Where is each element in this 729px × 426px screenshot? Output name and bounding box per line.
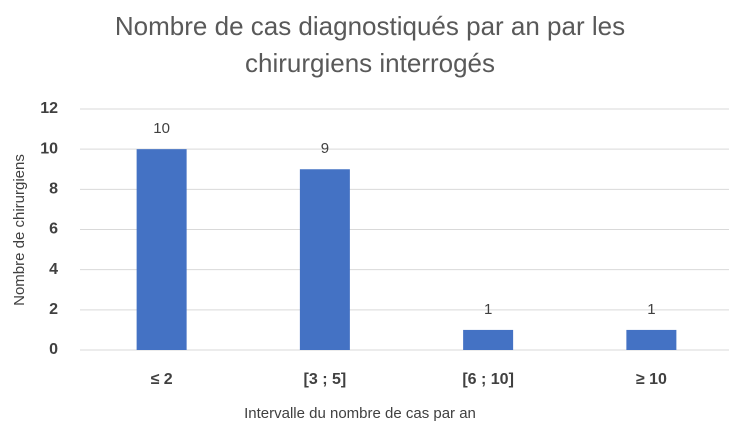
data-label: 1 <box>647 301 655 318</box>
y-axis-label: Nombre de chirurgiens <box>11 154 28 306</box>
chart-title: Nombre de cas diagnostiqués par an par l… <box>114 11 626 78</box>
bar <box>136 149 187 350</box>
y-tick-label: 4 <box>49 261 58 278</box>
data-label: 10 <box>153 120 170 137</box>
x-tick-label: [3 ; 5] <box>304 371 347 388</box>
x-tick-label: [6 ; 10] <box>462 371 514 388</box>
y-tick-label: 12 <box>40 100 58 117</box>
x-tick-label: ≥ 10 <box>636 371 667 388</box>
y-tick-label: 6 <box>49 221 58 238</box>
bar <box>463 329 514 350</box>
data-label: 9 <box>321 140 329 157</box>
y-tick-label: 10 <box>40 140 58 157</box>
data-label: 1 <box>484 301 492 318</box>
x-tick-label: ≤ 2 <box>151 371 173 388</box>
bar <box>299 169 350 350</box>
y-tick-label: 8 <box>49 181 58 198</box>
bar <box>626 329 677 350</box>
y-tick-label: 2 <box>49 301 58 318</box>
y-tick-label: 0 <box>49 341 58 358</box>
x-axis-label: Intervalle du nombre de cas par an <box>244 405 476 422</box>
